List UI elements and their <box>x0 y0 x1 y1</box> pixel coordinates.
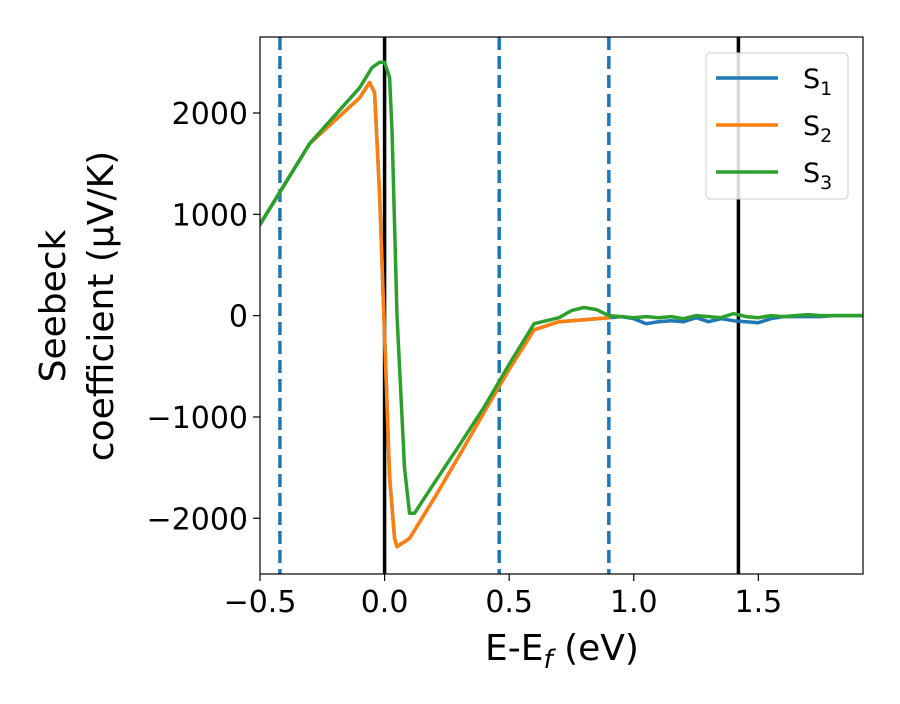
x-axis-ticks: −0.5 0.0 0.5 1.0 1.5 <box>224 574 782 620</box>
y-tick-label: 1000 <box>172 198 248 233</box>
y-tick-label: −2000 <box>147 502 248 537</box>
legend-label-S3: S3 <box>803 158 832 194</box>
y-axis-label-line1: Seebeck <box>33 229 74 382</box>
y-tick-label: 2000 <box>172 97 248 132</box>
series-line-S2 <box>260 80 611 549</box>
series-lines <box>260 60 863 549</box>
x-tick-label: 1.0 <box>610 585 658 620</box>
legend-label-S2: S2 <box>803 111 832 147</box>
x-tick-label: 0.5 <box>485 585 533 620</box>
plot-frame <box>259 36 864 575</box>
y-tick-label: −1000 <box>147 401 248 436</box>
legend: S1 S2 S3 <box>705 52 849 200</box>
y-tick-label: 0 <box>229 300 248 335</box>
x-tick-label: 0.0 <box>361 585 409 620</box>
x-tick-label: −0.5 <box>224 585 297 620</box>
y-axis-label: Seebeck coefficient (μV/K) <box>33 151 122 461</box>
legend-label-S1: S1 <box>803 64 832 100</box>
y-axis-ticks: −2000 −1000 0 1000 2000 <box>147 97 260 537</box>
series-line-S3 <box>260 60 863 515</box>
x-tick-label: 1.5 <box>734 585 782 620</box>
vertical-reference-lines <box>278 37 741 574</box>
x-axis-label: E-Ef (eV) <box>485 628 639 675</box>
y-axis-label-line2: coefficient (μV/K) <box>81 151 122 461</box>
